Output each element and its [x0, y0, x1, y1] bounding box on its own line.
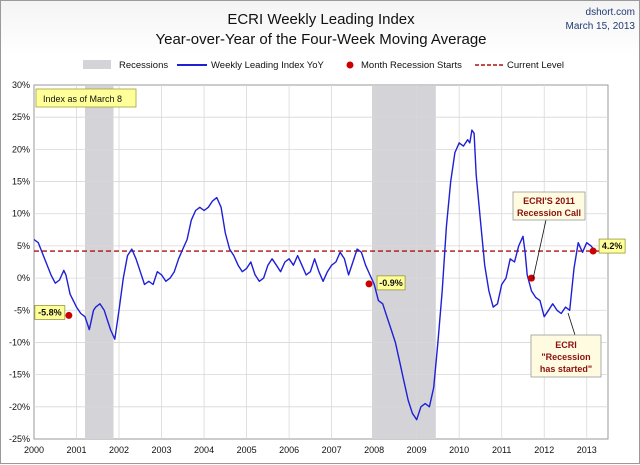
recession-marker-1 — [365, 280, 373, 288]
date-label: March 15, 2013 — [566, 21, 636, 32]
recession-band-0 — [85, 86, 114, 439]
x-tick-label: 2013 — [577, 445, 597, 455]
x-tick-label: 2008 — [364, 445, 384, 455]
grid-lines — [34, 85, 608, 439]
x-tick-label: 2007 — [322, 445, 342, 455]
x-tick-label: 2006 — [279, 445, 299, 455]
marker-label-0: -5.8% — [38, 307, 62, 317]
marker-label-3: 4.2% — [602, 241, 623, 251]
x-axis-ticks: 2000 2001 2002 2003 2004 2005 2006 2007 2008 2009… — [24, 445, 597, 455]
callout-recession-started: ECRI "Recession has started" — [530, 312, 602, 378]
x-tick-label: 2004 — [194, 445, 214, 455]
x-tick-label: 2009 — [407, 445, 427, 455]
chart-title-line1: ECRI Weekly Leading Index — [227, 11, 415, 28]
y-tick-label: 5% — [17, 241, 30, 251]
y-tick-label: 15% — [12, 177, 30, 187]
callout-started-line1: ECRI — [555, 340, 577, 350]
y-tick-label: -5% — [14, 305, 30, 315]
legend-recession-swatch — [83, 60, 111, 69]
y-tick-label: -25% — [9, 434, 30, 444]
legend-starts: Month Recession Starts — [361, 60, 462, 71]
x-tick-label: 2012 — [534, 445, 554, 455]
callout-recession-call: ECRI'S 2011 Recession Call — [512, 191, 586, 280]
y-tick-label: -20% — [9, 402, 30, 412]
marker-label-box-3 — [598, 238, 626, 254]
recession-marker-0 — [65, 311, 73, 319]
recession-band-1 — [372, 86, 436, 439]
source-label: dshort.com — [586, 7, 635, 18]
legend-marker-swatch — [346, 61, 354, 69]
y-tick-label: -10% — [9, 337, 30, 347]
index-as-of-box: Index as of March 8 — [35, 88, 137, 108]
y-tick-label: 0% — [17, 273, 30, 283]
callout-call-line2: Recession Call — [517, 208, 581, 218]
marker-label-1: -0.9% — [379, 278, 403, 288]
x-tick-label: 2003 — [152, 445, 172, 455]
y-tick-label: 20% — [12, 144, 30, 154]
callout-started-line3: has started" — [540, 364, 592, 374]
x-tick-label: 2002 — [109, 445, 129, 455]
wli-series — [33, 129, 596, 421]
legend-current: Current Level — [507, 60, 564, 71]
recession-marker-3 — [589, 247, 597, 255]
legend: Recessions Weekly Leading Index YoY Mont… — [83, 60, 564, 71]
y-tick-label: 30% — [12, 80, 30, 90]
legend-recessions: Recessions — [119, 60, 168, 71]
recession-markers: -5.8% -0.9% 4.2% — [34, 238, 626, 320]
x-tick-label: 2011 — [492, 445, 511, 455]
marker-label-box-1 — [376, 275, 406, 291]
marker-label-box-0 — [34, 305, 66, 320]
y-tick-label: 10% — [12, 209, 30, 219]
y-tick-label: -15% — [9, 370, 30, 380]
x-tick-label: 2000 — [24, 445, 44, 455]
x-tick-label: 2010 — [449, 445, 469, 455]
callout-started-line2: "Recession — [541, 352, 590, 362]
chart-title-line2: Year-over-Year of the Four-Week Moving A… — [155, 31, 486, 48]
callout-call-line1: ECRI'S 2011 — [523, 196, 575, 206]
index-as-of-label: Index as of March 8 — [43, 94, 122, 104]
y-axis-ticks: -25% -20% -15% -10% -5% 0% 5% 10% 15% 20% 25% 30% — [9, 80, 30, 444]
legend-wli: Weekly Leading Index YoY — [211, 60, 325, 71]
y-tick-label: 25% — [12, 112, 30, 122]
plot-area — [33, 84, 609, 440]
series-line-wli — [33, 129, 596, 421]
x-tick-label: 2001 — [67, 445, 87, 455]
x-tick-label: 2005 — [237, 445, 257, 455]
